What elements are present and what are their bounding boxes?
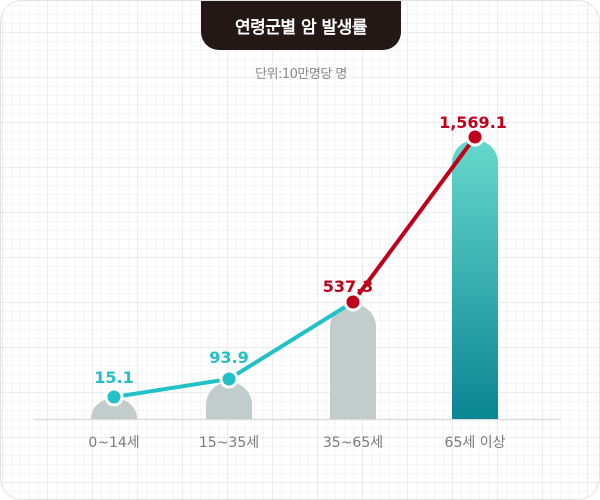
bar-65-plus <box>452 140 498 419</box>
data-point-0[interactable] <box>104 387 124 407</box>
data-point-3[interactable] <box>465 127 485 147</box>
data-point-1[interactable] <box>219 369 239 389</box>
value-label-2: 537.3 <box>323 277 374 296</box>
trend-line-red <box>351 135 477 304</box>
chart-title: 연령군별 암 발생률 <box>201 1 401 50</box>
value-label-0: 15.1 <box>94 368 133 387</box>
bar-15-35 <box>206 382 252 419</box>
x-label-3: 65세 이상 <box>445 435 506 451</box>
value-label-3: 1,569.1 <box>439 113 507 132</box>
x-label-0: 0~14세 <box>88 435 139 451</box>
unit-label: 단위:10만명당 명 <box>255 67 347 82</box>
bar-35-65 <box>330 304 376 419</box>
value-label-1: 93.9 <box>209 348 248 367</box>
x-label-2: 35~65세 <box>323 435 383 451</box>
data-point-2[interactable] <box>343 292 363 312</box>
x-label-1: 15~35세 <box>199 435 259 451</box>
bar-0-14-body <box>91 398 137 419</box>
